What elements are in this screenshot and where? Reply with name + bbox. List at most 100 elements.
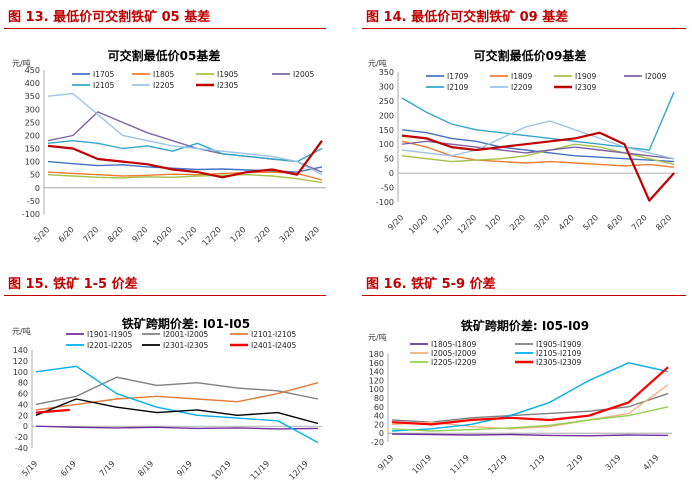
x-tick-label: 1/19: [528, 453, 547, 472]
x-tick-label: 11/19: [249, 459, 272, 482]
series-line-i2309: [401, 131, 675, 202]
x-tick-label: 7/19: [98, 459, 117, 478]
legend-label: I1809: [511, 72, 533, 81]
x-tick-label: 5/20: [581, 213, 600, 232]
y-tick-label: 0: [389, 169, 394, 178]
y-tick-label: 120: [369, 376, 384, 385]
x-tick-label: 12/19: [486, 453, 509, 476]
y-tick-label: 0: [379, 429, 384, 438]
y-tick-label: 0: [23, 422, 28, 431]
y-tick-label: 80: [374, 394, 384, 403]
series-line-i2301-i2305: [35, 398, 319, 425]
y-tick-label: -50: [27, 197, 40, 206]
chart-title: 可交割最低价05基差: [108, 48, 221, 63]
x-tick-label: 12/19: [287, 459, 310, 482]
x-tick-label: 10/20: [407, 213, 430, 236]
x-tick-label: 11/20: [176, 225, 199, 248]
y-tick-label: 120: [13, 357, 28, 366]
legend-label: I1705: [93, 70, 115, 79]
x-tick-label: 8/19: [136, 459, 155, 478]
y-tick-label: 100: [379, 140, 394, 149]
y-tick-label: 450: [25, 66, 40, 75]
series-line-i2205: [47, 92, 323, 176]
series-line-i1901-i1905: [35, 425, 319, 430]
x-tick-label: 12/20: [456, 213, 479, 236]
figure-rule-16: [362, 295, 686, 296]
legend-label: I2305: [217, 81, 239, 90]
series-line-i2209: [401, 120, 675, 160]
legend-label: I1909: [575, 72, 597, 81]
legend-label: I2401-I2405: [251, 341, 297, 350]
y-tick-label: -40: [15, 444, 28, 453]
y-tick-label: -100: [22, 210, 40, 219]
x-tick-label: 1/20: [229, 225, 248, 244]
y-tick-label: 250: [379, 97, 394, 106]
y-tick-label: 200: [25, 131, 40, 140]
x-tick-label: 9/20: [130, 225, 149, 244]
x-tick-label: 8/20: [106, 225, 125, 244]
x-tick-label: 4/19: [641, 453, 660, 472]
y-tick-label: -20: [15, 433, 28, 442]
y-tick-label: -50: [381, 184, 394, 193]
legend-label: I2005: [293, 70, 315, 79]
series-line-i1805-i1809: [391, 433, 669, 437]
legend-label: I2305-I2309: [536, 358, 582, 367]
figure-rule-13: [4, 28, 326, 29]
y-tick-label: 300: [379, 82, 394, 91]
y-tick-label: 200: [379, 111, 394, 120]
x-tick-label: 2/20: [253, 225, 272, 244]
x-tick-label: 11/20: [431, 213, 454, 236]
x-tick-label: 4/20: [557, 213, 576, 232]
legend-label: I2209: [511, 83, 533, 92]
x-tick-label: 6/20: [605, 213, 624, 232]
x-tick-label: 6/19: [59, 459, 78, 478]
y-axis-label: 元/吨: [368, 332, 387, 342]
x-tick-label: 7/20: [630, 213, 649, 232]
legend-label: I1709: [447, 72, 469, 81]
y-tick-label: -100: [376, 198, 394, 207]
y-axis-label: 元/吨: [12, 58, 31, 68]
legend-label: I2005-I2009: [431, 349, 477, 358]
series-line-i2101-i2105: [35, 382, 319, 411]
x-tick-label: 9/19: [376, 453, 395, 472]
y-tick-label: 0: [35, 184, 40, 193]
y-tick-label: 140: [13, 346, 28, 355]
x-tick-label: 2/20: [508, 213, 527, 232]
x-tick-label: 10/19: [210, 459, 233, 482]
series-line-i2205-i2209: [391, 406, 669, 432]
x-tick-label: 3/19: [604, 453, 623, 472]
x-tick-label: 11/19: [448, 453, 471, 476]
series-line-i2305: [47, 140, 323, 179]
y-tick-label: 100: [13, 368, 28, 377]
y-axis-label: 元/吨: [12, 326, 31, 336]
legend-label: I2101-I2105: [251, 330, 297, 339]
y-tick-label: 140: [369, 368, 384, 377]
legend-label: I2105-I2109: [536, 349, 582, 358]
y-tick-label: 60: [374, 403, 384, 412]
y-tick-label: 80: [18, 379, 28, 388]
series-line-i2105-i2109: [391, 362, 669, 432]
series-line-i1709: [401, 129, 675, 163]
legend-label: I2205: [153, 81, 175, 90]
legend-label: I1805: [153, 70, 175, 79]
series-line-i1809: [401, 140, 675, 168]
y-tick-label: 400: [25, 79, 40, 88]
x-tick-label: 3/20: [278, 225, 297, 244]
y-tick-label: 60: [18, 390, 28, 399]
x-tick-label: 1/20: [484, 213, 503, 232]
series-line-i1905-i1909: [391, 392, 669, 423]
y-tick-label: 50: [384, 155, 394, 164]
x-tick-label: 4/20: [302, 225, 321, 244]
y-tick-label: 350: [379, 68, 394, 77]
series-line-i2001-i2005: [35, 376, 319, 406]
y-tick-label: 150: [379, 126, 394, 135]
y-tick-label: 160: [369, 359, 384, 368]
figure-title-14: 图 14. 最低价可交割铁矿 09 基差: [366, 10, 569, 25]
series-line-i1905: [47, 173, 323, 184]
legend-label: I2301-I2305: [163, 341, 209, 350]
chart-title: 可交割最低价09基差: [474, 48, 587, 63]
x-tick-label: 5/20: [32, 225, 51, 244]
